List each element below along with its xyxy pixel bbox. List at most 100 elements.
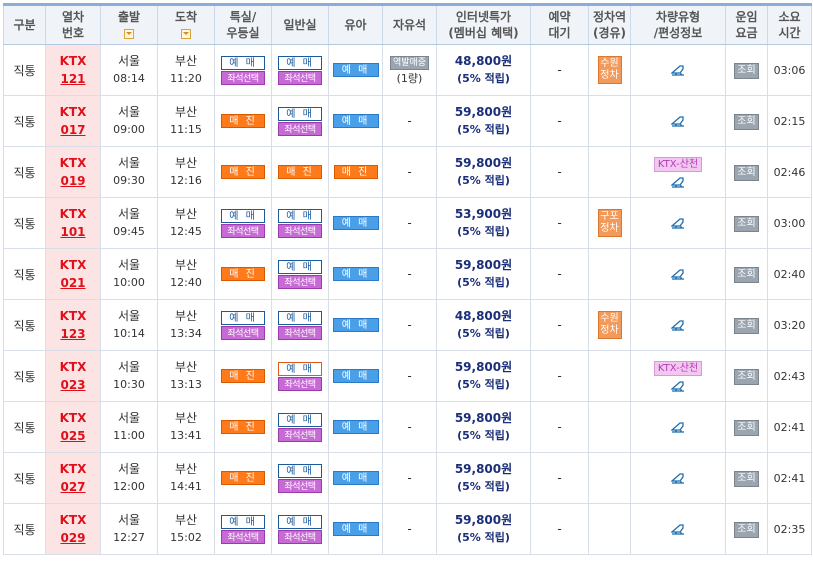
- reserve-button[interactable]: 예 매: [221, 310, 265, 325]
- reserve-button[interactable]: 예 매: [278, 463, 322, 478]
- train-number-cell[interactable]: KTX 017: [45, 95, 101, 147]
- train-number-link[interactable]: 023: [60, 378, 86, 392]
- train-number-link[interactable]: 101: [60, 225, 86, 239]
- header-depart[interactable]: 출발: [100, 3, 158, 45]
- seat-select-button[interactable]: 좌석선택: [221, 223, 265, 238]
- train-number-cell[interactable]: KTX 019: [45, 146, 101, 198]
- reserve-button[interactable]: 예 매: [278, 412, 322, 427]
- reserve-button[interactable]: 예 매: [278, 310, 322, 325]
- train-number-cell[interactable]: KTX 123: [45, 299, 101, 351]
- header-train-no: 열차 번호: [45, 3, 101, 45]
- seat-select-button[interactable]: 좌석선택: [278, 478, 322, 493]
- train-icon: [671, 320, 684, 331]
- special-cell: 매 진: [214, 95, 272, 147]
- header-arrive[interactable]: 도착: [157, 3, 215, 45]
- seat-select-button[interactable]: 좌석선택: [278, 274, 322, 289]
- stop-badge: 구포 정차: [597, 209, 622, 237]
- sort-icon[interactable]: [181, 28, 191, 39]
- reserve-button[interactable]: 예 매: [278, 55, 322, 70]
- baby-reserve-button[interactable]: 예 매: [332, 114, 379, 128]
- train-number-cell[interactable]: KTX 029: [45, 503, 101, 555]
- fare-query-button[interactable]: 조회: [734, 317, 759, 334]
- waitlist-cell: -: [530, 503, 589, 555]
- reserve-button[interactable]: 예 매: [221, 208, 265, 223]
- seat-select-button[interactable]: 좌석선택: [221, 325, 265, 340]
- train-schedule-table: 구분 열차 번호 출발 도착 특실/우등실 일반실 유아 자유석 인터넷특가 (멤버…: [3, 3, 812, 555]
- header-stop: 정차역 (경유): [588, 3, 631, 45]
- train-icon: [671, 116, 684, 127]
- seat-select-button[interactable]: 좌석선택: [278, 376, 322, 391]
- fare-query-button[interactable]: 조회: [734, 62, 759, 79]
- reserve-button[interactable]: 예 매: [278, 361, 322, 376]
- reserve-button[interactable]: 예 매: [221, 55, 265, 70]
- train-number-cell[interactable]: KTX 023: [45, 350, 101, 402]
- baby-reserve-button[interactable]: 예 매: [332, 471, 379, 485]
- depart-cell: 서울 12:27: [100, 503, 158, 555]
- baby-reserve-button[interactable]: 예 매: [332, 318, 379, 332]
- seat-select-button[interactable]: 좌석선택: [278, 325, 322, 340]
- train-number-link[interactable]: 019: [60, 174, 86, 188]
- stop-cell: [588, 401, 631, 453]
- header-duration: 소요 시간: [767, 3, 812, 45]
- fare-query-button[interactable]: 조회: [734, 215, 759, 232]
- seat-select-button[interactable]: 좌석선택: [221, 529, 265, 544]
- train-icon: [671, 381, 684, 392]
- train-number-link[interactable]: 025: [60, 429, 86, 443]
- fare-query-button[interactable]: 조회: [734, 266, 759, 283]
- type-cell: 직통: [3, 452, 46, 504]
- train-number-cell[interactable]: KTX 027: [45, 452, 101, 504]
- baby-reserve-button[interactable]: 예 매: [332, 369, 379, 383]
- train-number-cell[interactable]: KTX 025: [45, 401, 101, 453]
- baby-reserve-button[interactable]: 예 매: [332, 420, 379, 434]
- train-number-link[interactable]: 017: [60, 123, 86, 137]
- header-type: 구분: [3, 3, 46, 45]
- reserve-button[interactable]: 예 매: [278, 514, 322, 529]
- waitlist-cell: -: [530, 401, 589, 453]
- train-number-link[interactable]: 021: [60, 276, 86, 290]
- seat-select-button[interactable]: 좌석선택: [278, 223, 322, 238]
- train-number-link[interactable]: 123: [60, 327, 86, 341]
- depart-cell: 서울 08:14: [100, 44, 158, 96]
- header-row: 구분 열차 번호 출발 도착 특실/우등실 일반실 유아 자유석 인터넷특가 (멤버…: [3, 3, 812, 45]
- general-cell: 예 매 좌석선택: [271, 44, 329, 96]
- baby-reserve-button[interactable]: 예 매: [332, 216, 379, 230]
- fare-query-button[interactable]: 조회: [734, 113, 759, 130]
- duration-cell: 02:40: [767, 248, 812, 300]
- seat-select-button[interactable]: 좌석선택: [221, 70, 265, 85]
- seat-select-button[interactable]: 좌석선택: [278, 529, 322, 544]
- baby-cell: 예 매: [328, 299, 383, 351]
- fare-query-button[interactable]: 조회: [734, 470, 759, 487]
- fare-query-button[interactable]: 조회: [734, 521, 759, 538]
- train-number-link[interactable]: 027: [60, 480, 86, 494]
- seat-select-button[interactable]: 좌석선택: [278, 121, 322, 136]
- seat-select-button[interactable]: 좌석선택: [278, 70, 322, 85]
- baby-reserve-button[interactable]: 예 매: [332, 522, 379, 536]
- table-row: 직통 KTX 029 서울 12:27 부산 15:02 예 매 좌석선택 예 매 좌석선택 예 매-…: [3, 503, 812, 555]
- baby-reserve-button[interactable]: 예 매: [332, 63, 379, 77]
- free-seat-empty: -: [407, 267, 412, 281]
- type-cell: 직통: [3, 350, 46, 402]
- stop-cell: [588, 452, 631, 504]
- baby-reserve-button[interactable]: 예 매: [332, 267, 379, 281]
- train-number-cell[interactable]: KTX 121: [45, 44, 101, 96]
- reserve-button[interactable]: 예 매: [278, 259, 322, 274]
- train-number-link[interactable]: 121: [60, 72, 86, 86]
- soldout-button: 매 진: [221, 114, 265, 128]
- reserve-button[interactable]: 예 매: [278, 106, 322, 121]
- train-number-link[interactable]: 029: [60, 531, 86, 545]
- fare-query-button[interactable]: 조회: [734, 419, 759, 436]
- general-cell: 매 진: [271, 146, 329, 198]
- reserve-button[interactable]: 예 매: [278, 208, 322, 223]
- fare-query-button[interactable]: 조회: [734, 164, 759, 181]
- depart-cell: 서울 11:00: [100, 401, 158, 453]
- reserve-button[interactable]: 예 매: [221, 514, 265, 529]
- train-number-cell[interactable]: KTX 101: [45, 197, 101, 249]
- train-number-cell[interactable]: KTX 021: [45, 248, 101, 300]
- fare-query-button[interactable]: 조회: [734, 368, 759, 385]
- internet-price-cell: 53,900원 (5% 적립): [436, 197, 531, 249]
- header-waitlist: 예약 대기: [530, 3, 589, 45]
- fare-cell: 조회: [725, 503, 768, 555]
- sort-icon[interactable]: [124, 28, 134, 39]
- seat-select-button[interactable]: 좌석선택: [278, 427, 322, 442]
